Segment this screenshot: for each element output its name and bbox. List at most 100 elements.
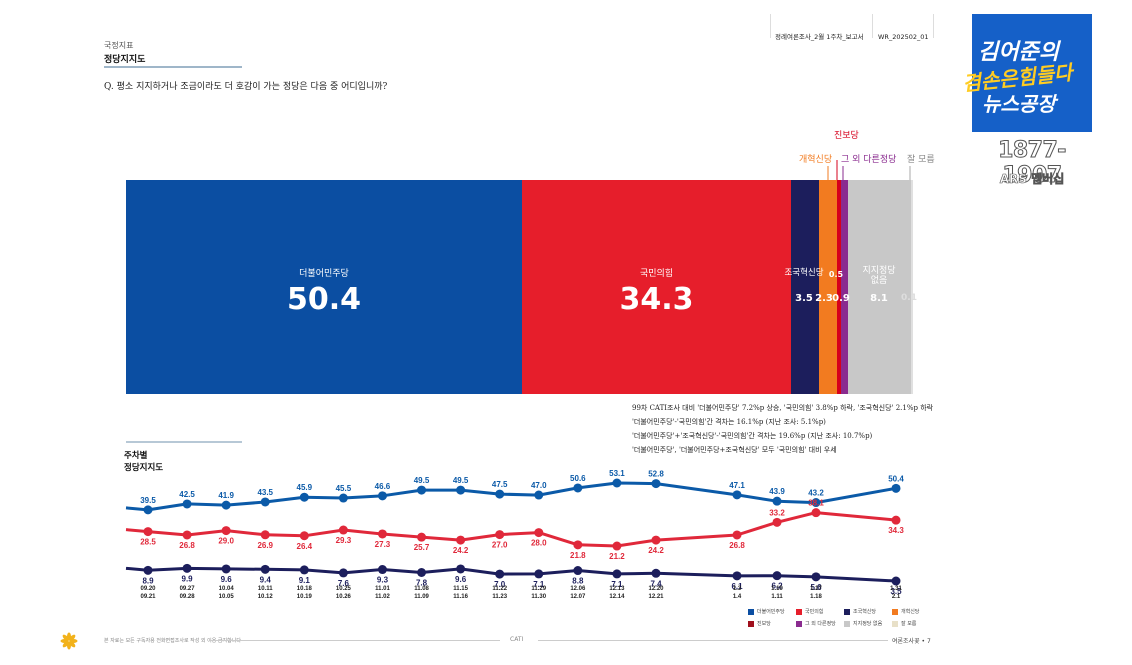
x-tick-label: 1.4 <box>733 594 742 600</box>
data-label: 9.3 <box>377 576 389 585</box>
dk-value: 0.1 <box>901 293 917 303</box>
x-tick-label: 1.17 <box>810 586 822 592</box>
data-label: 8.8 <box>572 577 584 586</box>
data-point <box>811 498 821 508</box>
legend-item: 그 외 다른정당 <box>796 620 844 627</box>
data-label: 47.1 <box>729 481 745 490</box>
x-tick-label: 09.21 <box>140 594 156 600</box>
legend-item: 더불어민주당 <box>748 608 796 615</box>
x-tick-label: 11.15 <box>453 586 468 592</box>
data-point <box>221 526 231 536</box>
data-point <box>732 571 742 581</box>
data-point <box>811 508 821 518</box>
data-label: 7.1 <box>611 580 623 589</box>
data-point <box>377 565 387 575</box>
data-label: 39.5 <box>140 496 156 505</box>
data-label: 41.9 <box>218 491 234 500</box>
show-logo-box <box>972 14 1092 132</box>
show-logo-line1: 김어준의 <box>978 40 1059 65</box>
data-point <box>651 535 661 545</box>
chog-label: 조국혁신당 <box>784 268 824 278</box>
data-label: 7.4 <box>650 579 662 588</box>
data-point <box>612 569 622 579</box>
data-point <box>143 527 153 537</box>
show-logo-line3: 뉴스공장 <box>982 92 1056 116</box>
leader-lines <box>827 160 911 180</box>
x-tick-label: 1.10 <box>771 586 783 592</box>
legend-label: 진보당 <box>757 621 771 627</box>
note-line-4: '더불어민주당', '더불어민주당+조국혁신당' 모두 '국민의힘' 대비 우세 <box>632 446 837 454</box>
legend-label: 조국혁신당 <box>853 609 877 615</box>
data-point <box>417 532 427 542</box>
data-label: 43.9 <box>769 487 785 496</box>
bar-segment-reform <box>818 180 837 394</box>
report-code: WR_202502_01 <box>878 33 929 41</box>
ars-membership-label: ARS 멤버십 <box>999 172 1065 187</box>
x-tick-label: 10.12 <box>258 594 274 600</box>
trend-chart-title: 주차별 정당지지도 <box>124 450 163 474</box>
data-label: 9.9 <box>182 574 194 583</box>
data-point <box>772 496 782 506</box>
x-tick-label: 10.11 <box>258 586 273 592</box>
legend-swatch <box>748 608 754 615</box>
note-line-2: '더불어민주당'-'국민의힘'간 격차는 16.1%p (지난 조사: 5.1%… <box>632 418 826 426</box>
legend-row-2: 진보당 그 외 다른정당 지지정당 없음 잘 모름 <box>748 620 940 627</box>
report-code-box: WR_202502_01 <box>872 14 934 41</box>
data-label: 33.2 <box>769 508 785 517</box>
data-label: 52.8 <box>648 470 664 479</box>
x-tick-label: 11.16 <box>453 594 468 600</box>
data-point <box>182 530 192 540</box>
data-point <box>260 530 270 540</box>
data-label: 43.5 <box>257 488 273 497</box>
x-tick-label: 10.26 <box>336 594 352 600</box>
data-point <box>338 525 348 535</box>
data-label: 26.9 <box>257 541 273 550</box>
data-point <box>299 492 309 502</box>
data-label: 27.3 <box>375 540 391 549</box>
data-point <box>377 529 387 539</box>
data-label: 9.1 <box>299 576 311 585</box>
x-tick-label: 12.06 <box>570 586 586 592</box>
data-point <box>417 568 427 578</box>
data-point <box>534 490 544 500</box>
data-point <box>772 517 782 527</box>
data-point <box>338 568 348 578</box>
data-point <box>221 564 231 574</box>
none-label: 지지정당 없음 <box>848 266 910 286</box>
trend-title-line1: 주차별 <box>124 451 148 461</box>
legend-item: 지지정당 없음 <box>844 620 892 627</box>
data-point <box>573 540 583 550</box>
data-point <box>612 478 622 488</box>
data-label: 7.0 <box>494 580 506 589</box>
data-label: 9.6 <box>455 575 467 584</box>
data-label: 34.3 <box>888 526 904 535</box>
data-point <box>221 500 231 510</box>
bar-segment-jinbo <box>836 180 841 394</box>
data-point <box>573 483 583 493</box>
data-point <box>143 565 153 575</box>
ppp-label: 국민의힘 <box>639 269 674 279</box>
data-label: 26.8 <box>179 541 195 550</box>
data-point <box>182 499 192 509</box>
bar-segment-none <box>847 180 912 394</box>
data-point <box>260 564 270 574</box>
data-point <box>377 491 387 501</box>
bar-segment-dk <box>911 180 913 394</box>
x-tick-label: 12.20 <box>648 586 664 592</box>
data-label: 47.0 <box>531 481 547 490</box>
data-label: 53.1 <box>609 469 625 478</box>
data-label: 47.5 <box>492 480 508 489</box>
data-point <box>456 485 466 495</box>
data-point <box>891 515 901 525</box>
footer-rule-right <box>538 640 888 641</box>
legend-label: 지지정당 없음 <box>853 621 883 627</box>
dem-label: 더불어민주당 <box>299 269 349 279</box>
x-tick-label: 09.28 <box>180 594 196 600</box>
section-title: 정당지지도 <box>104 55 146 65</box>
data-label: 45.9 <box>297 483 313 492</box>
x-tick-label: 1.11 <box>771 594 783 600</box>
series-line <box>125 511 897 548</box>
data-label: 42.5 <box>179 490 195 499</box>
data-label: 49.5 <box>453 476 469 485</box>
legend-item: 조국혁신당 <box>844 608 892 615</box>
